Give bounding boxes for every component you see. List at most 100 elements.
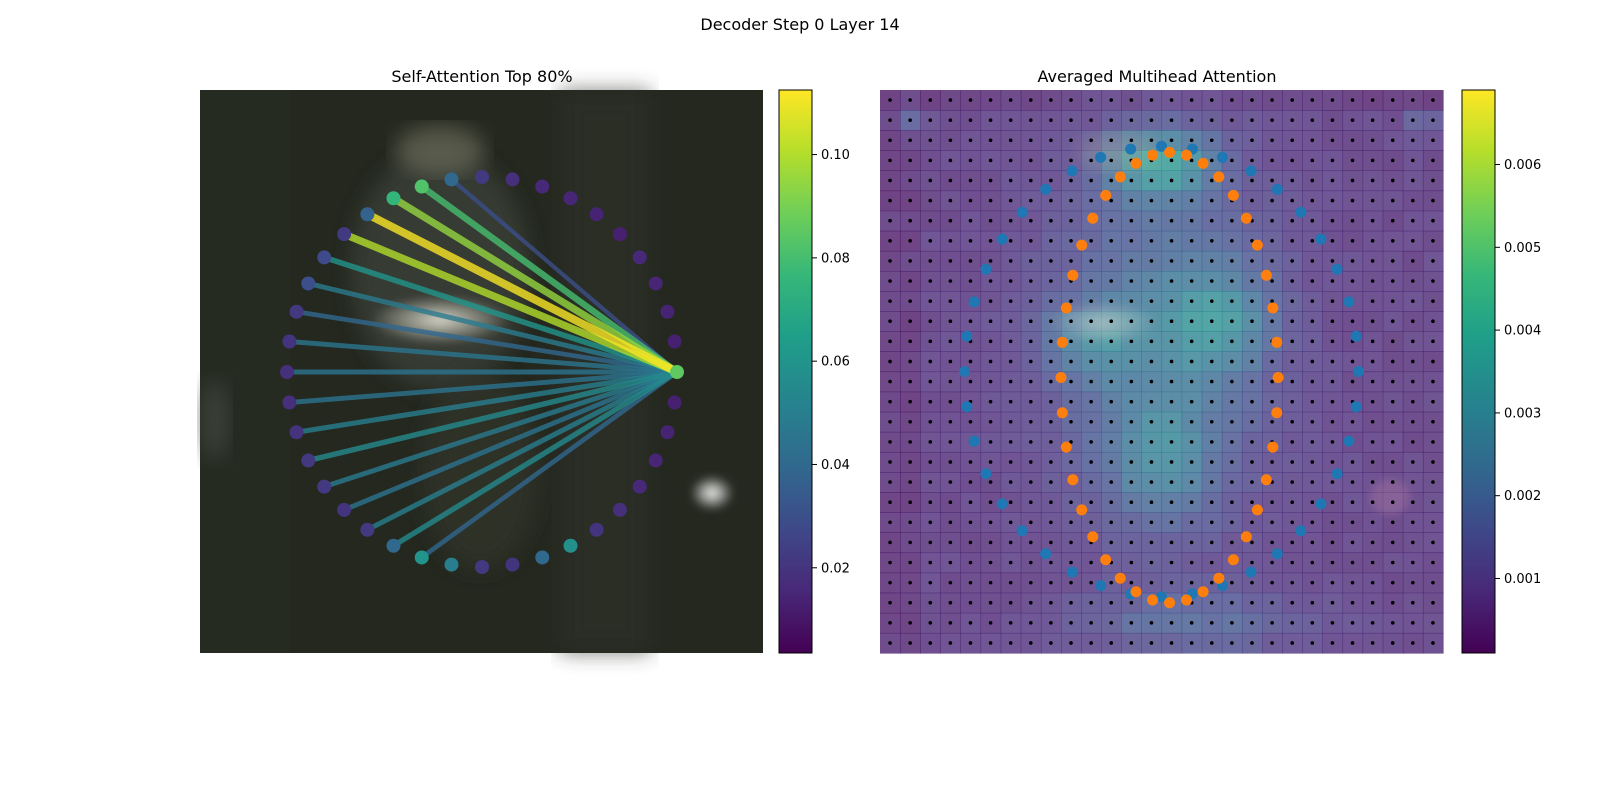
grid-dot (1310, 580, 1315, 585)
grid-dot (928, 540, 933, 545)
grid-dot (1169, 440, 1174, 444)
grid-dot (1109, 239, 1114, 243)
grid-dot (1370, 399, 1375, 404)
grid-dot (1270, 520, 1274, 525)
grid-dot (908, 460, 912, 464)
grid-dot (1129, 178, 1134, 183)
grid-dot (1169, 98, 1174, 102)
grid-dot (1330, 198, 1335, 203)
orange-point (1240, 212, 1252, 224)
grid-dot (928, 399, 933, 404)
ring-node (505, 557, 520, 572)
grid-dot (988, 621, 993, 625)
grid-dot (1350, 319, 1355, 324)
grid-dot (1209, 440, 1214, 444)
blue-point (1156, 140, 1167, 152)
grid-dot (1209, 118, 1214, 122)
grid-dot (1390, 560, 1395, 565)
attention-edge (343, 369, 678, 513)
grid-dot (1189, 440, 1194, 444)
grid-dot (1069, 178, 1073, 183)
ring-node (612, 227, 627, 242)
grid-dot (948, 460, 953, 464)
attention-edge (342, 230, 679, 376)
grid-dot (1390, 339, 1395, 344)
grid-dot (1008, 138, 1013, 143)
grid-dot (1250, 480, 1254, 484)
grid-dot (1350, 138, 1355, 143)
grid-dot (1029, 178, 1033, 183)
grid-dot (1290, 641, 1294, 645)
grid-dot (1069, 319, 1073, 324)
grid-dot (1411, 460, 1415, 464)
orange-point (1213, 171, 1225, 183)
grid-dot (928, 520, 933, 525)
grid-dot (1330, 299, 1335, 303)
grid-dot (1350, 520, 1355, 525)
grid-dot (1189, 178, 1194, 183)
grid-dot (1330, 621, 1335, 625)
ring-node (280, 365, 294, 379)
grid-dot (1370, 118, 1375, 122)
grid-dot (888, 118, 892, 122)
grid-dot (1250, 359, 1254, 364)
grid-dot (1089, 239, 1093, 243)
grid-dot (1069, 500, 1073, 505)
orange-point (1130, 157, 1142, 169)
grid-dot (1189, 540, 1194, 545)
grid-dot (1330, 560, 1335, 565)
grid-dot (1310, 440, 1315, 444)
ring-node (648, 453, 663, 468)
right-colorbar: 0.001 0.002 0.003 0.004 0.005 0.006 (1461, 89, 1541, 654)
grid-dot (1189, 359, 1194, 364)
ring-node (475, 560, 489, 574)
grid-dot (1169, 621, 1174, 625)
grid-dot (948, 399, 953, 404)
grid-dot (1350, 379, 1355, 384)
grid-dot (1209, 540, 1214, 545)
grid-dot (1310, 198, 1315, 203)
grid-dot (1169, 641, 1174, 645)
grid-dot (1330, 419, 1335, 424)
grid-dot (1431, 138, 1435, 143)
grid-dot (1431, 198, 1435, 203)
grid-dot (1230, 419, 1234, 424)
grid-dot (948, 520, 953, 525)
grid-dot (928, 118, 933, 122)
grid-dot (1049, 379, 1053, 384)
grid-dot (948, 279, 953, 283)
grid-dot (1290, 460, 1294, 464)
grid-dot (968, 279, 973, 283)
grid-dot (888, 239, 892, 243)
blue-point (1350, 330, 1362, 342)
grid-dot (1109, 299, 1114, 303)
grid-dot (1029, 259, 1033, 263)
grid-dot (1290, 158, 1294, 163)
attention-edges (287, 177, 679, 560)
grid-dot (888, 540, 892, 545)
grid-dot (1129, 218, 1134, 223)
grid-dot (888, 580, 892, 585)
grid-dot (1129, 580, 1134, 585)
grid-dot (1310, 540, 1315, 545)
grid-dot (988, 440, 993, 444)
grid-dot (1350, 158, 1355, 163)
grid-dot (1029, 520, 1033, 525)
grid-dot (928, 178, 933, 183)
grid-dot (948, 621, 953, 625)
grid-dot (1129, 239, 1134, 243)
grid-dot (1431, 641, 1435, 645)
grid-dot (1008, 379, 1013, 384)
attention-edge (366, 369, 679, 533)
grid-dot (908, 379, 912, 384)
orange-point (1181, 149, 1193, 161)
grid-dot (1330, 98, 1335, 102)
grid-dot (988, 259, 993, 263)
grid-dot (1209, 319, 1214, 324)
grid-dot (1390, 540, 1395, 545)
grid-dot (1270, 580, 1274, 585)
ring-node (589, 207, 604, 222)
grid-dot (1411, 118, 1415, 122)
grid-dot (1230, 259, 1234, 263)
grid-dot (1189, 138, 1194, 143)
